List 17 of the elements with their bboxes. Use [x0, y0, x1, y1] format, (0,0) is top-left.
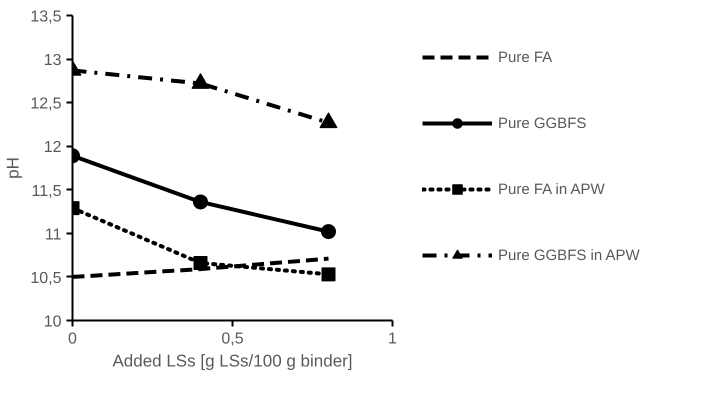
y-axis-title: pH [3, 157, 22, 179]
legend-label: Pure GGBFS [498, 114, 586, 134]
y-tick-label: 12,5 [30, 96, 62, 113]
x-tick-label: 0 [68, 330, 78, 348]
legend-label: Pure FA [498, 48, 552, 68]
y-tick-label: 10,5 [30, 270, 62, 287]
y-tick-label: 13,5 [30, 8, 62, 26]
x-tick-label: 1 [388, 330, 398, 348]
y-tick-label: 11 [44, 226, 62, 244]
legend-label: Pure GGBFS in APW [498, 246, 640, 266]
y-tick-label: 12 [44, 139, 62, 156]
y-tick-label: 10 [44, 314, 62, 330]
x-tick-label: 0,5 [221, 330, 244, 348]
legend-label: Pure FA in APW [498, 180, 605, 200]
y-tick-label: 13 [44, 52, 62, 70]
y-tick-label: 11,5 [32, 182, 62, 200]
x-axis-title: Added LSs [g LSs/100 g binder] [112, 352, 353, 370]
